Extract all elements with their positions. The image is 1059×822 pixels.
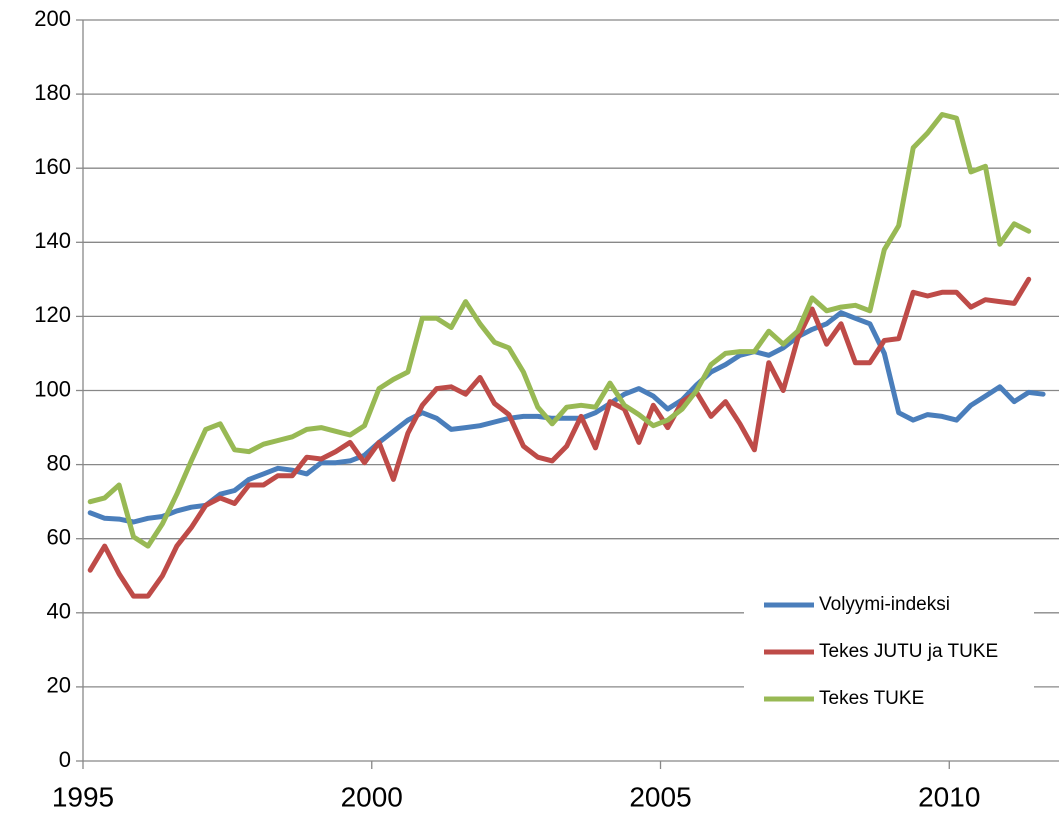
x-tick-label: 2005 [629,781,691,812]
y-tick-label: 160 [34,154,71,179]
series-line [87,112,1032,549]
y-tick-label: 60 [47,525,71,550]
legend-label: Volyymi-indeksi [819,594,950,615]
y-tick-label: 40 [47,599,71,624]
y-tick-label: 80 [47,450,71,475]
legend-label: Tekes TUKE [819,688,924,709]
series-line [87,310,1046,525]
y-tick-label: 180 [34,80,71,105]
y-tick-label: 0 [59,747,71,772]
legend: Volyymi-indeksi Tekes JUTU ja TUKE Tekes T… [744,585,1034,725]
legend-label: Tekes JUTU ja TUKE [819,641,998,662]
x-tick-label: 2010 [918,781,980,812]
y-tick-label: 100 [34,376,71,401]
y-tick-label: 120 [34,302,71,327]
x-tick-label: 2000 [341,781,403,812]
y-tick-label: 140 [34,228,71,253]
series-line [87,276,1032,599]
y-tick-label: 200 [34,6,71,31]
y-tick-label: 20 [47,673,71,698]
legend-box [744,585,1034,725]
x-tick-label: 1995 [52,781,114,812]
